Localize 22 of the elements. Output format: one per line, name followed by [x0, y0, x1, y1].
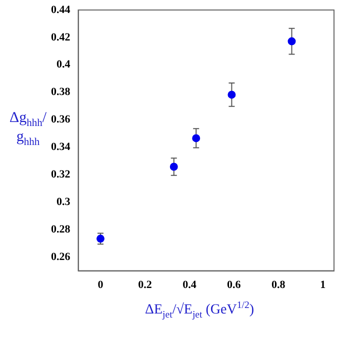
y-tick-label: 0.36	[51, 114, 71, 126]
x-tick-label: 1	[320, 279, 326, 292]
y-tick-label: 0.42	[51, 31, 71, 44]
point	[228, 90, 236, 99]
x-tick-label: 0.8	[272, 279, 286, 292]
x-tick-label: 0.2	[138, 279, 152, 292]
y-tick-label: 0.4	[56, 58, 71, 71]
y-tick-label: 0.28	[51, 223, 71, 236]
point	[170, 162, 178, 171]
text: Δg$_{hhh}$/g$_{hhh}$	[9, 110, 47, 148]
x-tick-label: 0.6	[227, 279, 242, 292]
point	[288, 37, 296, 46]
y-tick-label: 0.38	[51, 86, 71, 98]
y-tick-label: 0.32	[51, 168, 71, 181]
x-tick-label: 0	[98, 279, 104, 292]
x-tick-label: 0.4	[182, 279, 197, 292]
x-axis-title: ΔE$_{jet}$/√E$_{jet}$ (GeV$^{1/2}$)	[144, 300, 256, 320]
y-tick-label: 0.44	[51, 4, 71, 16]
point	[192, 134, 200, 142]
y-tick-label: 0.3	[56, 196, 71, 208]
y-tick-label: 0.34	[51, 141, 71, 154]
y-tick-label: 0.26	[51, 250, 71, 263]
